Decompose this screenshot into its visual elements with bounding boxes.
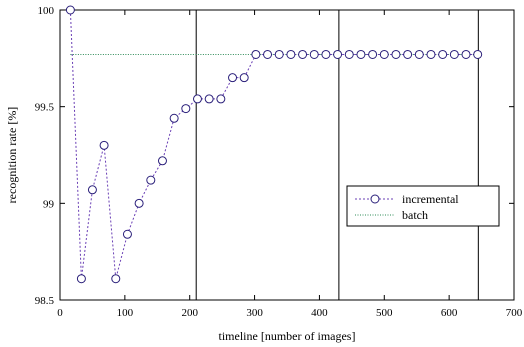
- incremental-point: [461, 49, 471, 59]
- incremental-point: [274, 49, 284, 59]
- incremental-point: [379, 49, 389, 59]
- incremental-point: [344, 49, 354, 59]
- incremental-point: [192, 94, 202, 104]
- x-tick-label: 700: [506, 307, 523, 319]
- x-tick-label: 100: [117, 307, 134, 319]
- incremental-point: [76, 274, 86, 284]
- incremental-point: [309, 49, 319, 59]
- incremental-point: [438, 49, 448, 59]
- incremental-point: [403, 49, 413, 59]
- y-tick-label: 100: [38, 5, 55, 17]
- incremental-line: [69, 9, 478, 279]
- incremental-point: [321, 49, 331, 59]
- incremental-point: [134, 198, 144, 208]
- y-axis-ticks: 98.5 99 99.5 100: [35, 5, 514, 307]
- legend-incremental-label: incremental: [402, 192, 459, 206]
- incremental-point: [216, 94, 226, 104]
- incremental-point: [181, 104, 191, 114]
- legend-batch-label: batch: [402, 208, 428, 222]
- incremental-point: [65, 5, 75, 15]
- y-axis-label: recognition rate [%]: [5, 107, 19, 204]
- x-tick-label: 0: [57, 307, 63, 319]
- y-tick-label: 98.5: [35, 295, 55, 307]
- incremental-point: [251, 49, 261, 59]
- incremental-point: [157, 156, 167, 166]
- y-tick-label: 99.5: [35, 102, 55, 114]
- x-tick-label: 300: [246, 307, 263, 319]
- x-tick-label: 200: [181, 307, 198, 319]
- x-tick-label: 400: [311, 307, 328, 319]
- incremental-point: [239, 73, 249, 83]
- legend-incremental-marker: [370, 194, 380, 204]
- incremental-point: [228, 73, 238, 83]
- incremental-point: [87, 185, 97, 195]
- x-tick-label: 600: [441, 307, 458, 319]
- legend-box: [346, 185, 500, 227]
- plot-frame: [59, 9, 515, 301]
- x-axis-label: timeline [number of images]: [219, 329, 356, 343]
- incremental-point: [356, 49, 366, 59]
- y-tick-label: 99: [43, 198, 55, 210]
- incremental-point: [204, 94, 214, 104]
- incremental-point: [146, 175, 156, 185]
- incremental-point: [473, 49, 483, 59]
- series-layer: [65, 5, 483, 284]
- incremental-point: [426, 49, 436, 59]
- incremental-point: [111, 274, 121, 284]
- incremental-point: [263, 49, 273, 59]
- legend: incremental batch: [346, 185, 500, 227]
- incremental-point: [122, 229, 132, 239]
- incremental-point: [298, 49, 308, 59]
- x-tick-label: 500: [376, 307, 393, 319]
- incremental-point: [414, 49, 424, 59]
- incremental-point: [449, 49, 459, 59]
- incremental-point: [333, 49, 343, 59]
- x-axis-ticks: 0 100 200 300 400 500 600 700: [57, 10, 523, 319]
- incremental-point: [368, 49, 378, 59]
- incremental-point: [169, 113, 179, 123]
- incremental-point: [391, 49, 401, 59]
- incremental-point: [99, 140, 109, 150]
- incremental-point: [286, 49, 296, 59]
